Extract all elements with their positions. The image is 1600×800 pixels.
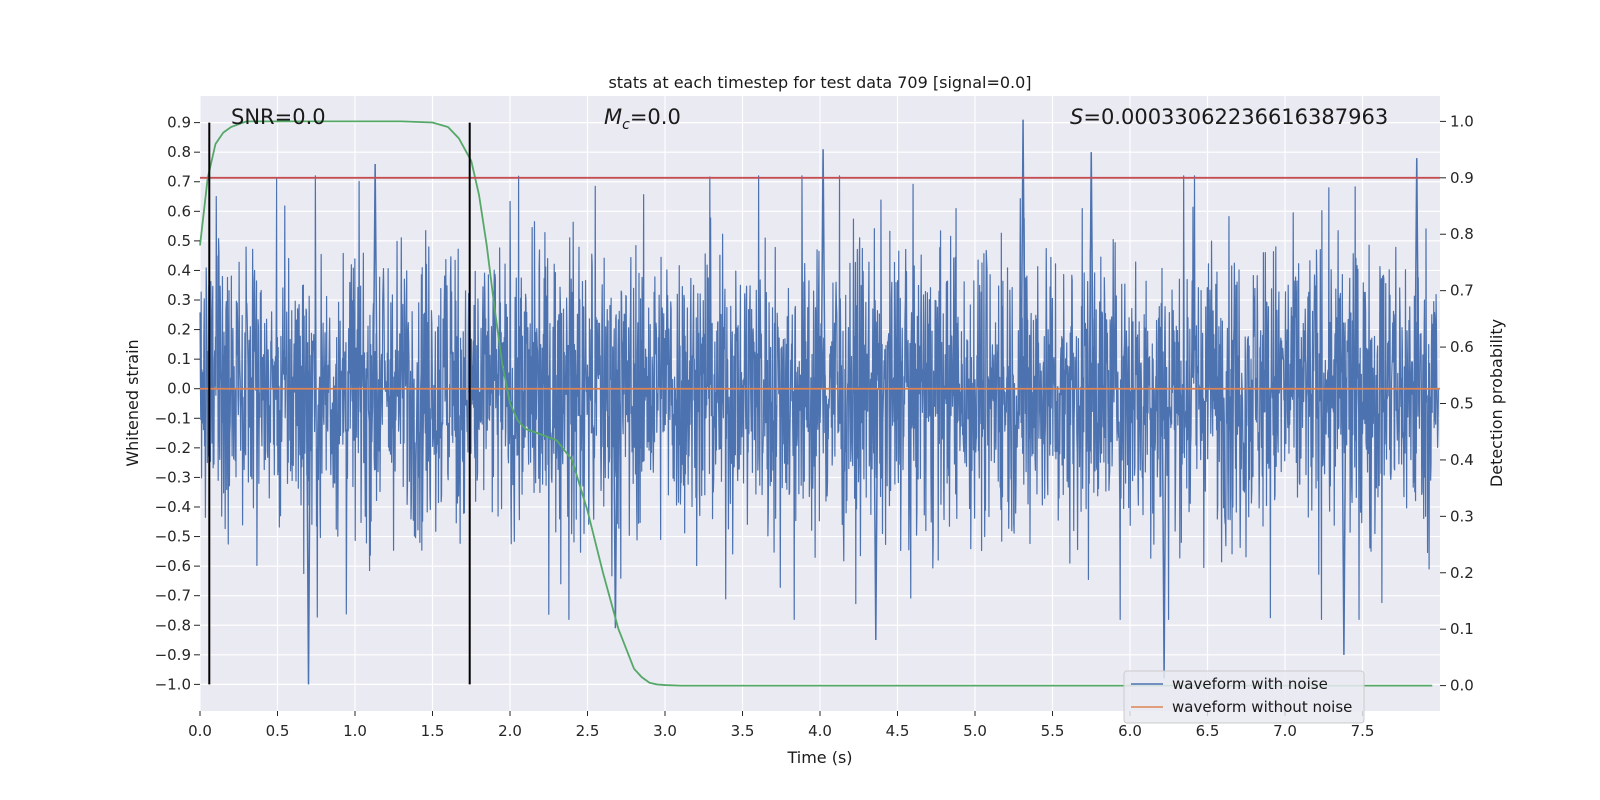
y2-tick-label: 0.3 (1450, 507, 1474, 525)
y2-tick-label: 0.8 (1450, 225, 1474, 243)
y-tick-label: −0.1 (155, 409, 191, 427)
x-tick-label: 0.0 (188, 722, 212, 740)
legend-label-clean: waveform without noise (1172, 698, 1352, 716)
x-tick-label: 1.0 (343, 722, 367, 740)
mc-symbol: M (604, 105, 622, 129)
y-tick-label: −0.8 (155, 616, 191, 634)
noise-spike (372, 163, 378, 389)
noise-spike (820, 149, 826, 389)
s-symbol: S (1070, 105, 1083, 129)
y-tick-label: −0.3 (155, 468, 191, 486)
x-tick-label: 3.5 (731, 722, 755, 740)
noise-spike (1414, 158, 1420, 389)
y2-tick-label: 0.5 (1450, 395, 1474, 413)
y-tick-label: 0.4 (167, 261, 191, 279)
x-tick-label: 6.5 (1196, 722, 1220, 740)
y-tick-label: 0.9 (167, 114, 191, 132)
x-tick-label: 3.0 (653, 722, 677, 740)
y-tick-label: 0.0 (167, 380, 191, 398)
mc-annotation: Mc=0.0 (604, 105, 681, 133)
noise-spike (1088, 152, 1094, 389)
x-tick-label: 2.0 (498, 722, 522, 740)
y2-tick-label: 0.1 (1450, 620, 1474, 638)
y2-tick-label: 0.2 (1450, 564, 1474, 582)
y2-tick-label: 0.9 (1450, 169, 1474, 187)
y2-tick-label: 1.0 (1450, 112, 1474, 130)
y2-tick-label: 0.6 (1450, 338, 1474, 356)
y-tick-label: 0.5 (167, 232, 191, 250)
y-tick-label: 0.1 (167, 350, 191, 368)
x-tick-label: 5.5 (1041, 722, 1065, 740)
x-tick-label: 1.5 (421, 722, 445, 740)
legend-label-noise: waveform with noise (1172, 675, 1328, 693)
mc-subscript: c (622, 117, 630, 133)
x-axis-label: Time (s) (786, 748, 852, 767)
detection-probability-line (199, 120, 1433, 687)
y-tick-label: −1.0 (155, 675, 191, 693)
mc-value: =0.0 (630, 105, 681, 129)
x-axis-ticks: 0.0 0.5 1.0 1.5 2.0 2.5 3.0 3.5 4.0 4.5 5.0 5.5 6.0 6… (188, 711, 1374, 740)
y-tick-label: 0.3 (167, 291, 191, 309)
legend-box (1123, 670, 1365, 724)
x-tick-label: 7.5 (1351, 722, 1375, 740)
y2-tick-label: 0.0 (1450, 677, 1474, 695)
y-tick-label: 0.7 (167, 173, 191, 191)
snr-annotation: SNR=0.0 (231, 105, 326, 129)
y2-axis-ticks: 0.0 0.1 0.2 0.3 0.4 0.5 0.6 0.7 0.8 0.9 1.0 (1440, 112, 1474, 695)
y-tick-label: −0.9 (155, 646, 191, 664)
y-tick-label: −0.5 (155, 528, 191, 546)
s-annotation: S=0.00033062236616387963 (1070, 105, 1388, 129)
y-tick-label: −0.2 (155, 439, 191, 457)
y2-axis-label: Detection probability (1487, 319, 1506, 487)
s-value: =0.00033062236616387963 (1083, 105, 1388, 129)
noise-spike (305, 388, 312, 685)
chart-title: stats at each timestep for test data 709… (608, 73, 1031, 92)
noise-spike (1020, 119, 1026, 389)
y-tick-label: −0.6 (155, 557, 191, 575)
x-tick-label: 6.0 (1118, 722, 1142, 740)
series-lines (199, 120, 1440, 687)
y-tick-label: −0.4 (155, 498, 191, 516)
y-axis-ticks: −1.0 −0.9 −0.8 −0.7 −0.6 −0.5 −0.4 −0.3 −0.2 −0.1… (155, 114, 200, 693)
y2-tick-label: 0.7 (1450, 282, 1474, 300)
x-tick-label: 4.5 (886, 722, 910, 740)
noise-trace (199, 175, 1439, 620)
y2-tick-label: 0.4 (1450, 451, 1474, 469)
x-tick-label: 0.5 (266, 722, 290, 740)
x-tick-label: 4.0 (808, 722, 832, 740)
x-tick-label: 2.5 (576, 722, 600, 740)
y-tick-label: 0.6 (167, 202, 191, 220)
noise-spike (1341, 388, 1347, 655)
y-axis-label: Whitened strain (123, 339, 142, 466)
noisy-waveform (199, 119, 1439, 685)
x-tick-label: 7.0 (1273, 722, 1297, 740)
x-tick-label: 5.0 (963, 722, 987, 740)
y-tick-label: −0.7 (155, 587, 191, 605)
noise-spike (873, 388, 879, 641)
y-tick-label: 0.2 (167, 321, 191, 339)
y-tick-label: 0.8 (167, 143, 191, 161)
legend: waveform with noise waveform without noi… (1123, 670, 1365, 724)
